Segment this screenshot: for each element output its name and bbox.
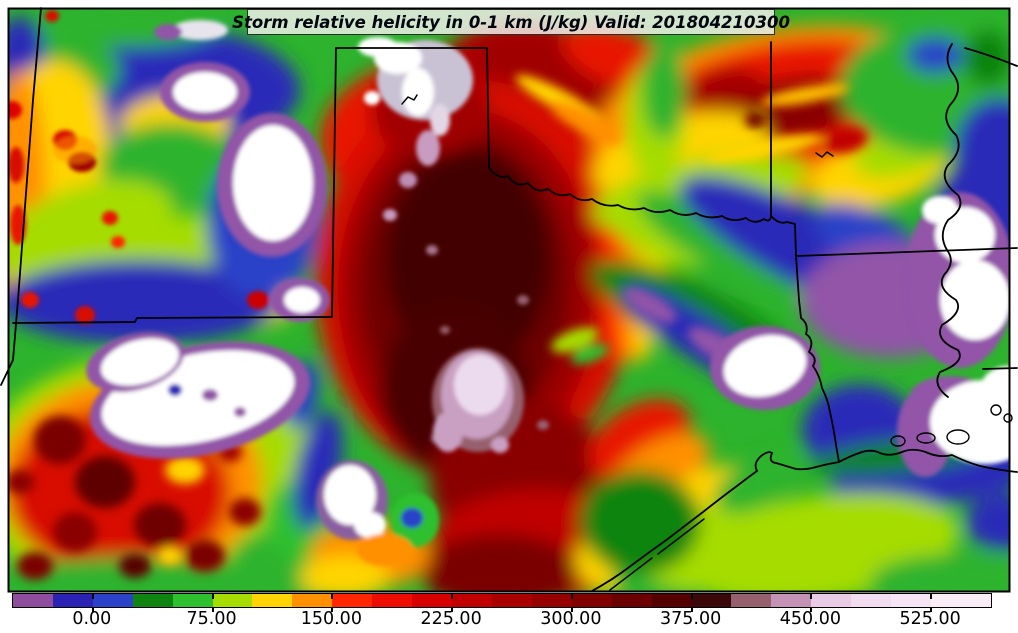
colorbar-tick-label: 525.00 [899, 609, 961, 629]
colorbar-segment [172, 594, 213, 607]
barrier-islands [609, 518, 705, 591]
red-river-border [488, 167, 788, 224]
colorbar-segment [731, 594, 772, 607]
small-river-squiggle-oklahoma [815, 151, 834, 158]
colorbar-segment [930, 594, 991, 607]
colorbar-tick [451, 594, 454, 599]
colorbar-segment [890, 594, 931, 607]
colorbar-tick-label: 375.00 [659, 609, 722, 629]
texas-panhandle-north-border [335, 47, 490, 169]
small-river-squiggle-panhandle [401, 94, 418, 105]
texas-panhandle-west-border [331, 47, 337, 318]
colorbar-tick [91, 607, 94, 612]
map-title: Storm relative helicity in 0-1 km (J/kg)… [232, 12, 790, 32]
colorbar-tick-label: 75.00 [186, 609, 237, 629]
arkansas-louisiana-border [795, 247, 1018, 257]
texas-arkansas-border [786, 221, 797, 257]
colorbar-segment [651, 594, 692, 607]
colorbar-tick [451, 607, 454, 612]
coastal-lakes [890, 404, 1013, 447]
colorbar-segment [691, 594, 732, 607]
colorbar-tick [331, 607, 334, 612]
colorbar-segment [13, 594, 53, 607]
colorbar-segment [611, 594, 652, 607]
new-mexico-texas-south-border [12, 316, 333, 324]
colorbar-tick [331, 594, 334, 599]
colorbar-tick-label: 225.00 [420, 609, 482, 629]
colorbar-segment [771, 594, 812, 607]
colorbar-tick-label: 150.00 [300, 609, 362, 629]
colorbar-segment [92, 594, 133, 607]
colorbar-segment [52, 594, 93, 607]
colorbar-segment [292, 594, 333, 607]
colorbar-tick [570, 594, 573, 599]
colorbar-tick [690, 607, 693, 612]
colorbar-tick-label: 300.00 [540, 609, 602, 629]
colorbar-tick [211, 594, 214, 599]
colorbar-tick-label: 0.00 [72, 609, 112, 629]
colorbar-segment [571, 594, 612, 607]
colorbar-tick [930, 594, 933, 599]
colorbar-segment [811, 594, 852, 607]
colorbar-segment [252, 594, 293, 607]
colorbar-tick [570, 607, 573, 612]
colorbar-tick [690, 594, 693, 599]
map-frame [7, 7, 1011, 593]
missouri-corner-border [964, 47, 1018, 67]
colorbar-tick [930, 607, 933, 612]
colorbar-tick-label: 450.00 [779, 609, 841, 629]
colorbar-tick [211, 607, 214, 612]
gulf-coastline [591, 448, 1018, 592]
colorbar-segment [332, 594, 373, 607]
colorbar-segment [132, 594, 173, 607]
colorbar-tick [810, 594, 813, 599]
colorbar-segment [851, 594, 891, 607]
colorbar-segment [412, 594, 452, 607]
mississippi-louisiana-border [982, 367, 1018, 370]
colorbar-segment [372, 594, 413, 607]
colorbar-segment [531, 594, 572, 607]
colorbar [12, 593, 992, 612]
title-box: Storm relative helicity in 0-1 km (J/kg)… [232, 9, 790, 35]
mississippi-river [936, 43, 962, 398]
colorbar-tick [91, 594, 94, 599]
colorbar-tick [810, 607, 813, 612]
state-borders [0, 7, 1018, 592]
colorbar-segment [491, 594, 532, 607]
texas-louisiana-sabine-border [795, 255, 840, 463]
colorbar-segment [212, 594, 253, 607]
colorbar-segment [451, 594, 492, 607]
